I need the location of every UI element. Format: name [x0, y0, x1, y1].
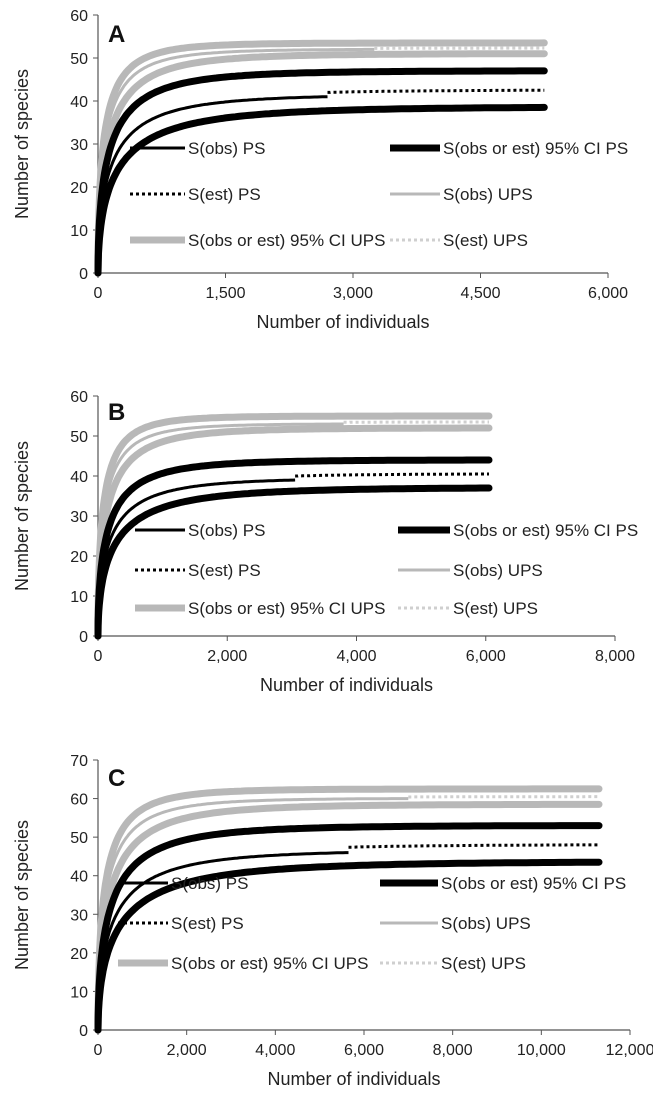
- y-axis-label: Number of species: [12, 69, 32, 219]
- x-tick-label: 6,000: [344, 1042, 384, 1059]
- y-tick-label: 20: [70, 180, 88, 197]
- y-axis-label: Number of species: [12, 820, 32, 970]
- legend: S(obs) PS S(obs or est) 95% CI PS S(est) P…: [118, 874, 626, 973]
- x-tick-label: 8,000: [595, 648, 635, 665]
- y-tick-label: 40: [70, 94, 88, 111]
- x-tick-label: 1,500: [205, 285, 245, 302]
- series-line-s-est-ps: [348, 843, 599, 849]
- series-line-s-obs-or-est-95-ci-ups-upper: [94, 785, 603, 1034]
- y-tick-label: 10: [70, 223, 88, 240]
- x-tick-label: 0: [94, 1042, 103, 1059]
- legend-label-s-obs-or-est-95-ci-ps: S(obs or est) 95% CI PS: [453, 521, 638, 540]
- series-line-s-obs-ups: [96, 47, 375, 274]
- legend-label-s-est-ups: S(est) UPS: [443, 231, 528, 250]
- series-line-s-obs-or-est-95-ci-ps-upper: [94, 822, 603, 1034]
- x-tick-label: 4,000: [336, 648, 376, 665]
- series-line-s-obs-or-est-95-ci-ps-upper: [94, 67, 548, 277]
- x-axis-label: Number of individuals: [256, 312, 429, 332]
- y-tick-label: 50: [70, 830, 88, 847]
- series-line-s-est-ps: [295, 472, 489, 478]
- legend-label-s-est-ps: S(est) PS: [188, 185, 261, 204]
- legend-label-s-obs-ps: S(obs) PS: [171, 874, 248, 893]
- series-line-s-obs-ps: [96, 478, 296, 637]
- series-line-s-obs-ups: [96, 797, 409, 1031]
- x-tick-label: 0: [94, 648, 103, 665]
- legend-label-s-obs-or-est-95-ci-ups: S(obs or est) 95% CI UPS: [171, 954, 368, 973]
- x-tick-label: 8,000: [433, 1042, 473, 1059]
- legend-label-s-obs-ups: S(obs) UPS: [441, 914, 531, 933]
- y-tick-label: 10: [70, 984, 88, 1001]
- y-tick-label: 60: [70, 389, 88, 406]
- x-tick-label: 6,000: [588, 285, 628, 302]
- x-tick-label: 4,500: [460, 285, 500, 302]
- y-tick-label: 0: [79, 1023, 88, 1040]
- legend-label-s-obs-or-est-95-ci-ups: S(obs or est) 95% CI UPS: [188, 599, 385, 618]
- legend-label-s-est-ups: S(est) UPS: [453, 599, 538, 618]
- y-tick-label: 0: [79, 629, 88, 646]
- legend: S(obs) PS S(obs or est) 95% CI PS S(est) P…: [130, 139, 628, 250]
- y-tick-label: 10: [70, 589, 88, 606]
- y-tick-label: 40: [70, 869, 88, 886]
- series-line-s-obs-or-est-95-ci-ups-upper: [94, 39, 548, 277]
- x-tick-label: 10,000: [517, 1042, 566, 1059]
- chart-panel-c: 0 10 20 30 40 50 60 70 0 2,000 4,000 6,000 8,000 10,0…: [12, 753, 653, 1089]
- x-tick-label: 3,000: [333, 285, 373, 302]
- y-tick-label: 20: [70, 549, 88, 566]
- panel-letter: C: [108, 765, 125, 792]
- series-line-s-obs-or-est-95-ci-ups-lower: [94, 50, 548, 277]
- y-axis-label: Number of species: [12, 441, 32, 591]
- y-tick-label: 60: [70, 8, 88, 25]
- y-tick-label: 40: [70, 469, 88, 486]
- series-line-s-obs-ps: [96, 95, 328, 274]
- legend-label-s-obs-ps: S(obs) PS: [188, 521, 265, 540]
- series-line-s-est-ps: [327, 88, 545, 94]
- legend-label-s-est-ps: S(est) PS: [171, 914, 244, 933]
- series-line-s-obs-or-est-95-ci-ups-lower: [94, 800, 603, 1034]
- x-axis-label: Number of individuals: [267, 1069, 440, 1089]
- legend-label-s-obs-ups: S(obs) UPS: [453, 561, 543, 580]
- panel-letter: A: [108, 21, 125, 48]
- series-line-s-obs-or-est-95-ci-ups-upper: [94, 412, 493, 640]
- x-tick-label: 0: [94, 285, 103, 302]
- legend-label-s-obs-or-est-95-ci-ups: S(obs or est) 95% CI UPS: [188, 231, 385, 250]
- series-line-s-obs-ups: [96, 422, 344, 637]
- y-tick-label: 30: [70, 137, 88, 154]
- series-line-s-obs-or-est-95-ci-ps-lower: [94, 858, 603, 1034]
- y-tick-label: 30: [70, 509, 88, 526]
- legend-label-s-obs-ps: S(obs) PS: [188, 139, 265, 158]
- y-tick-label: 50: [70, 429, 88, 446]
- series-line-s-obs-or-est-95-ci-ups-lower: [94, 424, 493, 640]
- x-tick-label: 2,000: [207, 648, 247, 665]
- legend-label-s-est-ups: S(est) UPS: [441, 954, 526, 973]
- series-line-s-obs-or-est-95-ci-ps-lower: [94, 484, 493, 640]
- legend-label-s-est-ps: S(est) PS: [188, 561, 261, 580]
- y-tick-label: 20: [70, 946, 88, 963]
- x-tick-label: 6,000: [466, 648, 506, 665]
- chart-panel-a: 0 10 20 30 40 50 60 0 1,500 3,000 4,500 6,000 Number…: [12, 8, 628, 332]
- y-tick-label: 0: [79, 266, 88, 283]
- y-tick-label: 50: [70, 51, 88, 68]
- legend: S(obs) PS S(obs or est) 95% CI PS S(est) P…: [135, 521, 638, 618]
- series-line-s-obs-or-est-95-ci-ps-upper: [94, 456, 493, 640]
- x-tick-label: 2,000: [167, 1042, 207, 1059]
- y-tick-label: 70: [70, 753, 88, 770]
- series-line-s-obs-ps: [96, 851, 349, 1031]
- legend-label-s-obs-or-est-95-ci-ps: S(obs or est) 95% CI PS: [443, 139, 628, 158]
- chart-panel-b: 0 10 20 30 40 50 60 0 2,000 4,000 6,000 8,000 Number…: [12, 389, 638, 695]
- x-tick-label: 12,000: [606, 1042, 653, 1059]
- y-tick-label: 30: [70, 907, 88, 924]
- series-line-s-obs-or-est-95-ci-ps-lower: [94, 103, 548, 277]
- x-axis-label: Number of individuals: [260, 675, 433, 695]
- panel-letter: B: [108, 399, 125, 426]
- legend-label-s-obs-ups: S(obs) UPS: [443, 185, 533, 204]
- y-tick-label: 60: [70, 792, 88, 809]
- legend-label-s-obs-or-est-95-ci-ps: S(obs or est) 95% CI PS: [441, 874, 626, 893]
- x-tick-label: 4,000: [255, 1042, 295, 1059]
